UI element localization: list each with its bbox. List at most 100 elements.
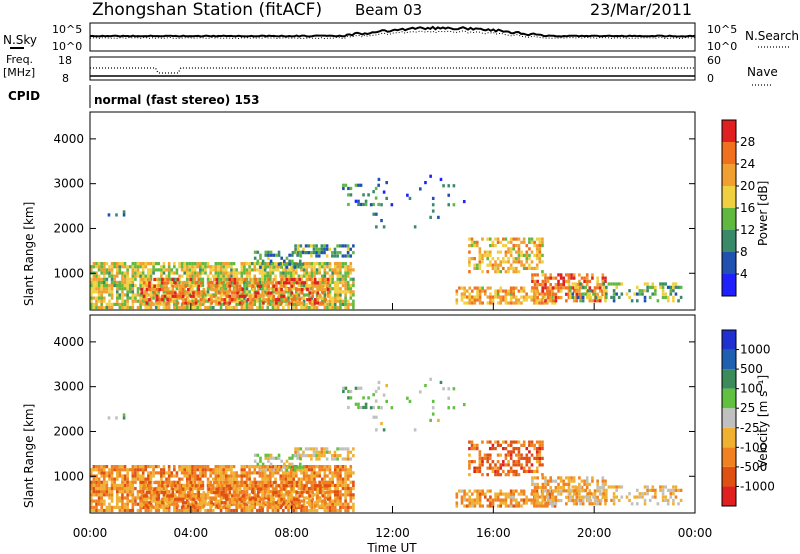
velocity-cell bbox=[227, 474, 231, 478]
power-cell bbox=[315, 293, 319, 297]
power-cell bbox=[219, 305, 223, 310]
power-cell bbox=[460, 295, 464, 299]
velocity-cell bbox=[455, 501, 459, 505]
velocity-cell bbox=[97, 486, 101, 491]
power-cell bbox=[245, 305, 249, 310]
velocity-cell bbox=[478, 466, 482, 470]
power-cell bbox=[271, 302, 275, 306]
colorbar-tick-label: 1000 bbox=[740, 343, 771, 357]
power-cell bbox=[364, 202, 368, 207]
power-cell bbox=[587, 292, 590, 296]
velocity-cell bbox=[131, 483, 135, 488]
velocity-cell bbox=[198, 480, 202, 484]
power-cell bbox=[352, 290, 355, 294]
velocity-cell bbox=[253, 505, 257, 509]
power-cell bbox=[272, 284, 276, 288]
velocity-cell bbox=[347, 389, 350, 394]
velocity-cell bbox=[328, 480, 332, 484]
power-cell bbox=[276, 268, 280, 272]
velocity-cell bbox=[408, 399, 412, 404]
velocity-cell bbox=[494, 440, 497, 444]
power-cell bbox=[90, 290, 93, 294]
velocity-cell bbox=[214, 474, 218, 478]
power-cell bbox=[346, 271, 350, 275]
power-cell bbox=[228, 277, 232, 282]
power-cell bbox=[178, 262, 181, 266]
velocity-cell bbox=[336, 447, 339, 451]
velocity-cell bbox=[298, 465, 302, 469]
velocity-cell bbox=[134, 496, 137, 500]
nave-bottom-tick: 0 bbox=[707, 72, 714, 85]
velocity-cell bbox=[144, 477, 148, 481]
power-cell bbox=[331, 302, 334, 306]
power-cell bbox=[298, 259, 302, 263]
velocity-cell bbox=[481, 463, 484, 467]
velocity-cell bbox=[602, 492, 606, 496]
velocity-cell bbox=[325, 447, 329, 451]
velocity-cell bbox=[571, 485, 575, 489]
velocity-cell bbox=[121, 496, 124, 500]
velocity-cell bbox=[122, 416, 126, 420]
velocity-cell bbox=[557, 498, 560, 503]
power-cell bbox=[176, 277, 180, 282]
velocity-cell bbox=[305, 465, 308, 469]
power-cell bbox=[292, 271, 296, 275]
velocity-cell bbox=[496, 440, 500, 444]
power-cell bbox=[279, 296, 283, 300]
velocity-cell bbox=[285, 465, 289, 469]
power-cell bbox=[250, 268, 254, 272]
power-cell bbox=[299, 244, 303, 248]
power-cell bbox=[333, 293, 337, 297]
colorbar-swatch bbox=[722, 388, 736, 409]
power-cell bbox=[147, 305, 150, 310]
power-cell bbox=[279, 299, 283, 303]
velocity-cell bbox=[97, 480, 101, 484]
power-cell bbox=[463, 292, 466, 296]
velocity-cell bbox=[323, 454, 326, 458]
velocity-cell bbox=[262, 497, 265, 501]
velocity-cell bbox=[211, 477, 215, 481]
velocity-cell bbox=[531, 479, 534, 483]
velocity-cell bbox=[598, 486, 602, 490]
power-cell bbox=[672, 295, 675, 300]
power-cell bbox=[535, 301, 539, 305]
velocity-cell bbox=[315, 496, 319, 500]
velocity-cell bbox=[154, 493, 158, 497]
power-cell bbox=[463, 286, 466, 290]
velocity-cell bbox=[598, 492, 602, 496]
power-cell bbox=[557, 279, 560, 283]
velocity-cell bbox=[307, 454, 311, 458]
power-cell bbox=[326, 277, 330, 282]
power-cell bbox=[357, 202, 360, 207]
power-cell bbox=[538, 250, 542, 254]
velocity-cell bbox=[141, 480, 145, 484]
power-cell bbox=[219, 302, 223, 306]
power-cell bbox=[346, 287, 350, 291]
velocity-cell bbox=[189, 480, 193, 485]
power-cell bbox=[97, 296, 101, 300]
power-cell bbox=[280, 294, 283, 298]
power-cell bbox=[154, 262, 158, 266]
power-cell bbox=[548, 292, 552, 296]
power-cell bbox=[113, 274, 116, 278]
power-cell bbox=[289, 262, 293, 266]
velocity-cell bbox=[612, 498, 616, 503]
velocity-cell bbox=[312, 450, 316, 454]
velocity-cell bbox=[143, 484, 146, 488]
velocity-cell bbox=[258, 502, 262, 506]
power-cell bbox=[97, 305, 101, 310]
power-cell bbox=[233, 287, 237, 292]
velocity-cell bbox=[390, 406, 394, 410]
power-cell bbox=[139, 274, 142, 278]
velocity-cell bbox=[517, 453, 521, 457]
velocity-cell bbox=[483, 492, 487, 496]
velocity-cell bbox=[222, 483, 225, 488]
power-cell bbox=[184, 291, 188, 295]
velocity-cell bbox=[502, 501, 505, 505]
velocity-cell bbox=[535, 456, 539, 460]
velocity-cell bbox=[307, 508, 311, 513]
power-cell bbox=[509, 237, 513, 241]
velocity-cell bbox=[162, 502, 166, 506]
power-cell bbox=[641, 292, 644, 296]
power-cell bbox=[320, 251, 324, 255]
